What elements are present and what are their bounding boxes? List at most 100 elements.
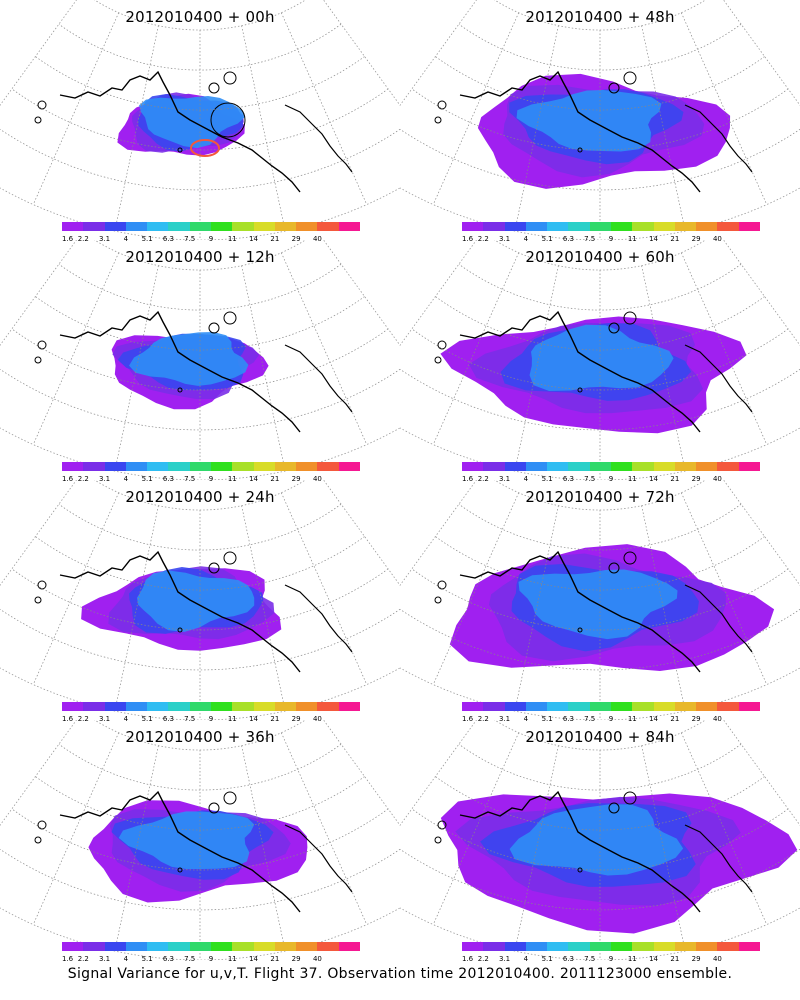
colorbar	[62, 942, 360, 951]
colorbar-tick-label: 3.1	[98, 475, 111, 483]
colorbar-tick-label: 40	[312, 475, 322, 483]
island-outline	[623, 71, 637, 85]
island-outline	[208, 562, 220, 574]
colorbar-tick-label: 5.1	[541, 955, 553, 963]
variance-map	[400, 480, 800, 720]
coastline	[284, 344, 353, 413]
colorbar-tick-label: 40	[712, 715, 722, 723]
forecast-panel: 2012010400 + 84h 1.6 2.2 3.1 4 5.1 6.3 7.5 9 11 14…	[400, 720, 800, 963]
colorbar-segment	[189, 462, 211, 471]
colorbar-segment	[653, 702, 675, 711]
colorbar-segment	[504, 702, 526, 711]
coastline	[59, 70, 301, 193]
forecast-panel: 2012010400 + 36h 1.6 2.2 3.1 4 5.1 6.3 7.5 9 11 14…	[0, 720, 400, 963]
colorbar-segment	[610, 462, 633, 471]
colorbar-tick-label: 2.2	[77, 235, 89, 243]
colorbar-segment	[632, 222, 654, 231]
colorbar-segment	[738, 942, 760, 951]
colorbar-tick-label: 3.1	[498, 715, 511, 723]
variance-contour	[118, 811, 255, 869]
colorbar-tick-label: 9	[608, 235, 614, 243]
coastline	[284, 824, 353, 893]
colorbar-labels: 1.6 2.2 3.1 4 5.1 6.3 7.5 9 11 14 21 29 40	[62, 955, 360, 965]
colorbar-tick-label: 7.5	[584, 475, 596, 483]
colorbar-tick-label: 2.2	[77, 955, 89, 963]
colorbar-tick-label: 2.2	[77, 715, 89, 723]
coastline	[284, 584, 353, 653]
colorbar-segment	[83, 462, 105, 471]
colorbar-segment	[317, 942, 339, 951]
colorbar-segment	[210, 702, 233, 711]
variance-map	[400, 240, 800, 480]
colorbar-tick-label: 2.2	[77, 475, 89, 483]
coastline	[59, 310, 301, 433]
colorbar-tick-label: 1.6	[462, 715, 474, 723]
colorbar-segment	[568, 222, 590, 231]
colorbar-tick-label: 7.5	[184, 475, 196, 483]
colorbar-tick-label: 5.1	[141, 235, 153, 243]
island-outline	[34, 356, 42, 364]
island-outline	[434, 596, 442, 604]
colorbar-segment	[696, 462, 718, 471]
lat-lon-grid	[400, 492, 800, 720]
colorbar-tick-label: 14	[649, 715, 659, 723]
variance-contour	[509, 804, 684, 876]
colorbar-segment	[189, 942, 211, 951]
island-outline	[437, 100, 447, 110]
colorbar-tick-label: 21	[270, 475, 280, 483]
panel-title: 2012010400 + 84h	[525, 728, 675, 746]
colorbar-tick-label: 1.6	[462, 235, 474, 243]
variance-contour	[529, 324, 674, 392]
island-outline	[577, 147, 583, 153]
island-outline	[223, 791, 237, 805]
colorbar-segment	[338, 462, 360, 471]
colorbar-tick-label: 3.1	[498, 475, 511, 483]
panel-title: 2012010400 + 00h	[125, 8, 275, 26]
colorbar-labels: 1.6 2.2 3.1 4 5.1 6.3 7.5 9 11 14 21 29 40	[462, 475, 760, 485]
colorbar-segment	[83, 702, 105, 711]
coastline	[684, 584, 753, 653]
colorbar-segment	[610, 942, 633, 951]
colorbar-tick-label: 9	[608, 955, 614, 963]
colorbar-tick-label: 4	[123, 955, 129, 963]
colorbar-segment	[674, 942, 697, 951]
colorbar-segment	[104, 942, 126, 951]
colorbar-segment	[610, 702, 633, 711]
colorbar-segment	[717, 222, 739, 231]
colorbar-segment	[338, 942, 360, 951]
coastline	[684, 824, 753, 893]
colorbar	[462, 942, 760, 951]
colorbar-segment	[83, 942, 105, 951]
colorbar-segment	[525, 222, 548, 231]
colorbar-tick-label: 14	[249, 235, 259, 243]
colorbar-tick-label: 21	[670, 955, 680, 963]
colorbar-tick-label: 6.3	[562, 235, 574, 243]
colorbar-tick-label: 9	[608, 475, 614, 483]
colorbar-tick-label: 29	[291, 235, 301, 243]
colorbar-segment	[738, 462, 760, 471]
colorbar-tick-label: 5.1	[541, 715, 553, 723]
lat-lon-grid	[0, 492, 400, 720]
colorbar-tick-label: 9	[208, 715, 214, 723]
map-boundary	[0, 480, 400, 720]
variance-maximum	[190, 139, 220, 157]
island-outline	[208, 802, 220, 814]
colorbar-segment	[462, 462, 484, 471]
island-outline	[577, 627, 583, 633]
colorbar-tick-label: 14	[249, 715, 259, 723]
colorbar-segment	[717, 942, 739, 951]
panel-title: 2012010400 + 12h	[125, 248, 275, 266]
colorbar-tick-label: 21	[670, 235, 680, 243]
forecast-panel: 2012010400 + 00h 1.6 2.2 3.1 4 5.1 6.3 7.5 9 11 14…	[0, 0, 400, 243]
coastline	[459, 310, 701, 433]
island-outline	[437, 820, 447, 830]
colorbar-tick-label: 29	[691, 955, 701, 963]
colorbar-tick-label: 5.1	[141, 715, 153, 723]
colorbar-tick-label: 1.6	[62, 235, 74, 243]
colorbar-tick-label: 1.6	[62, 475, 74, 483]
colorbar-segment	[168, 222, 190, 231]
colorbar-tick-label: 6.3	[162, 475, 174, 483]
colorbar-tick-label: 11	[627, 955, 637, 963]
colorbar-segment	[83, 222, 105, 231]
colorbar-segment	[125, 222, 148, 231]
